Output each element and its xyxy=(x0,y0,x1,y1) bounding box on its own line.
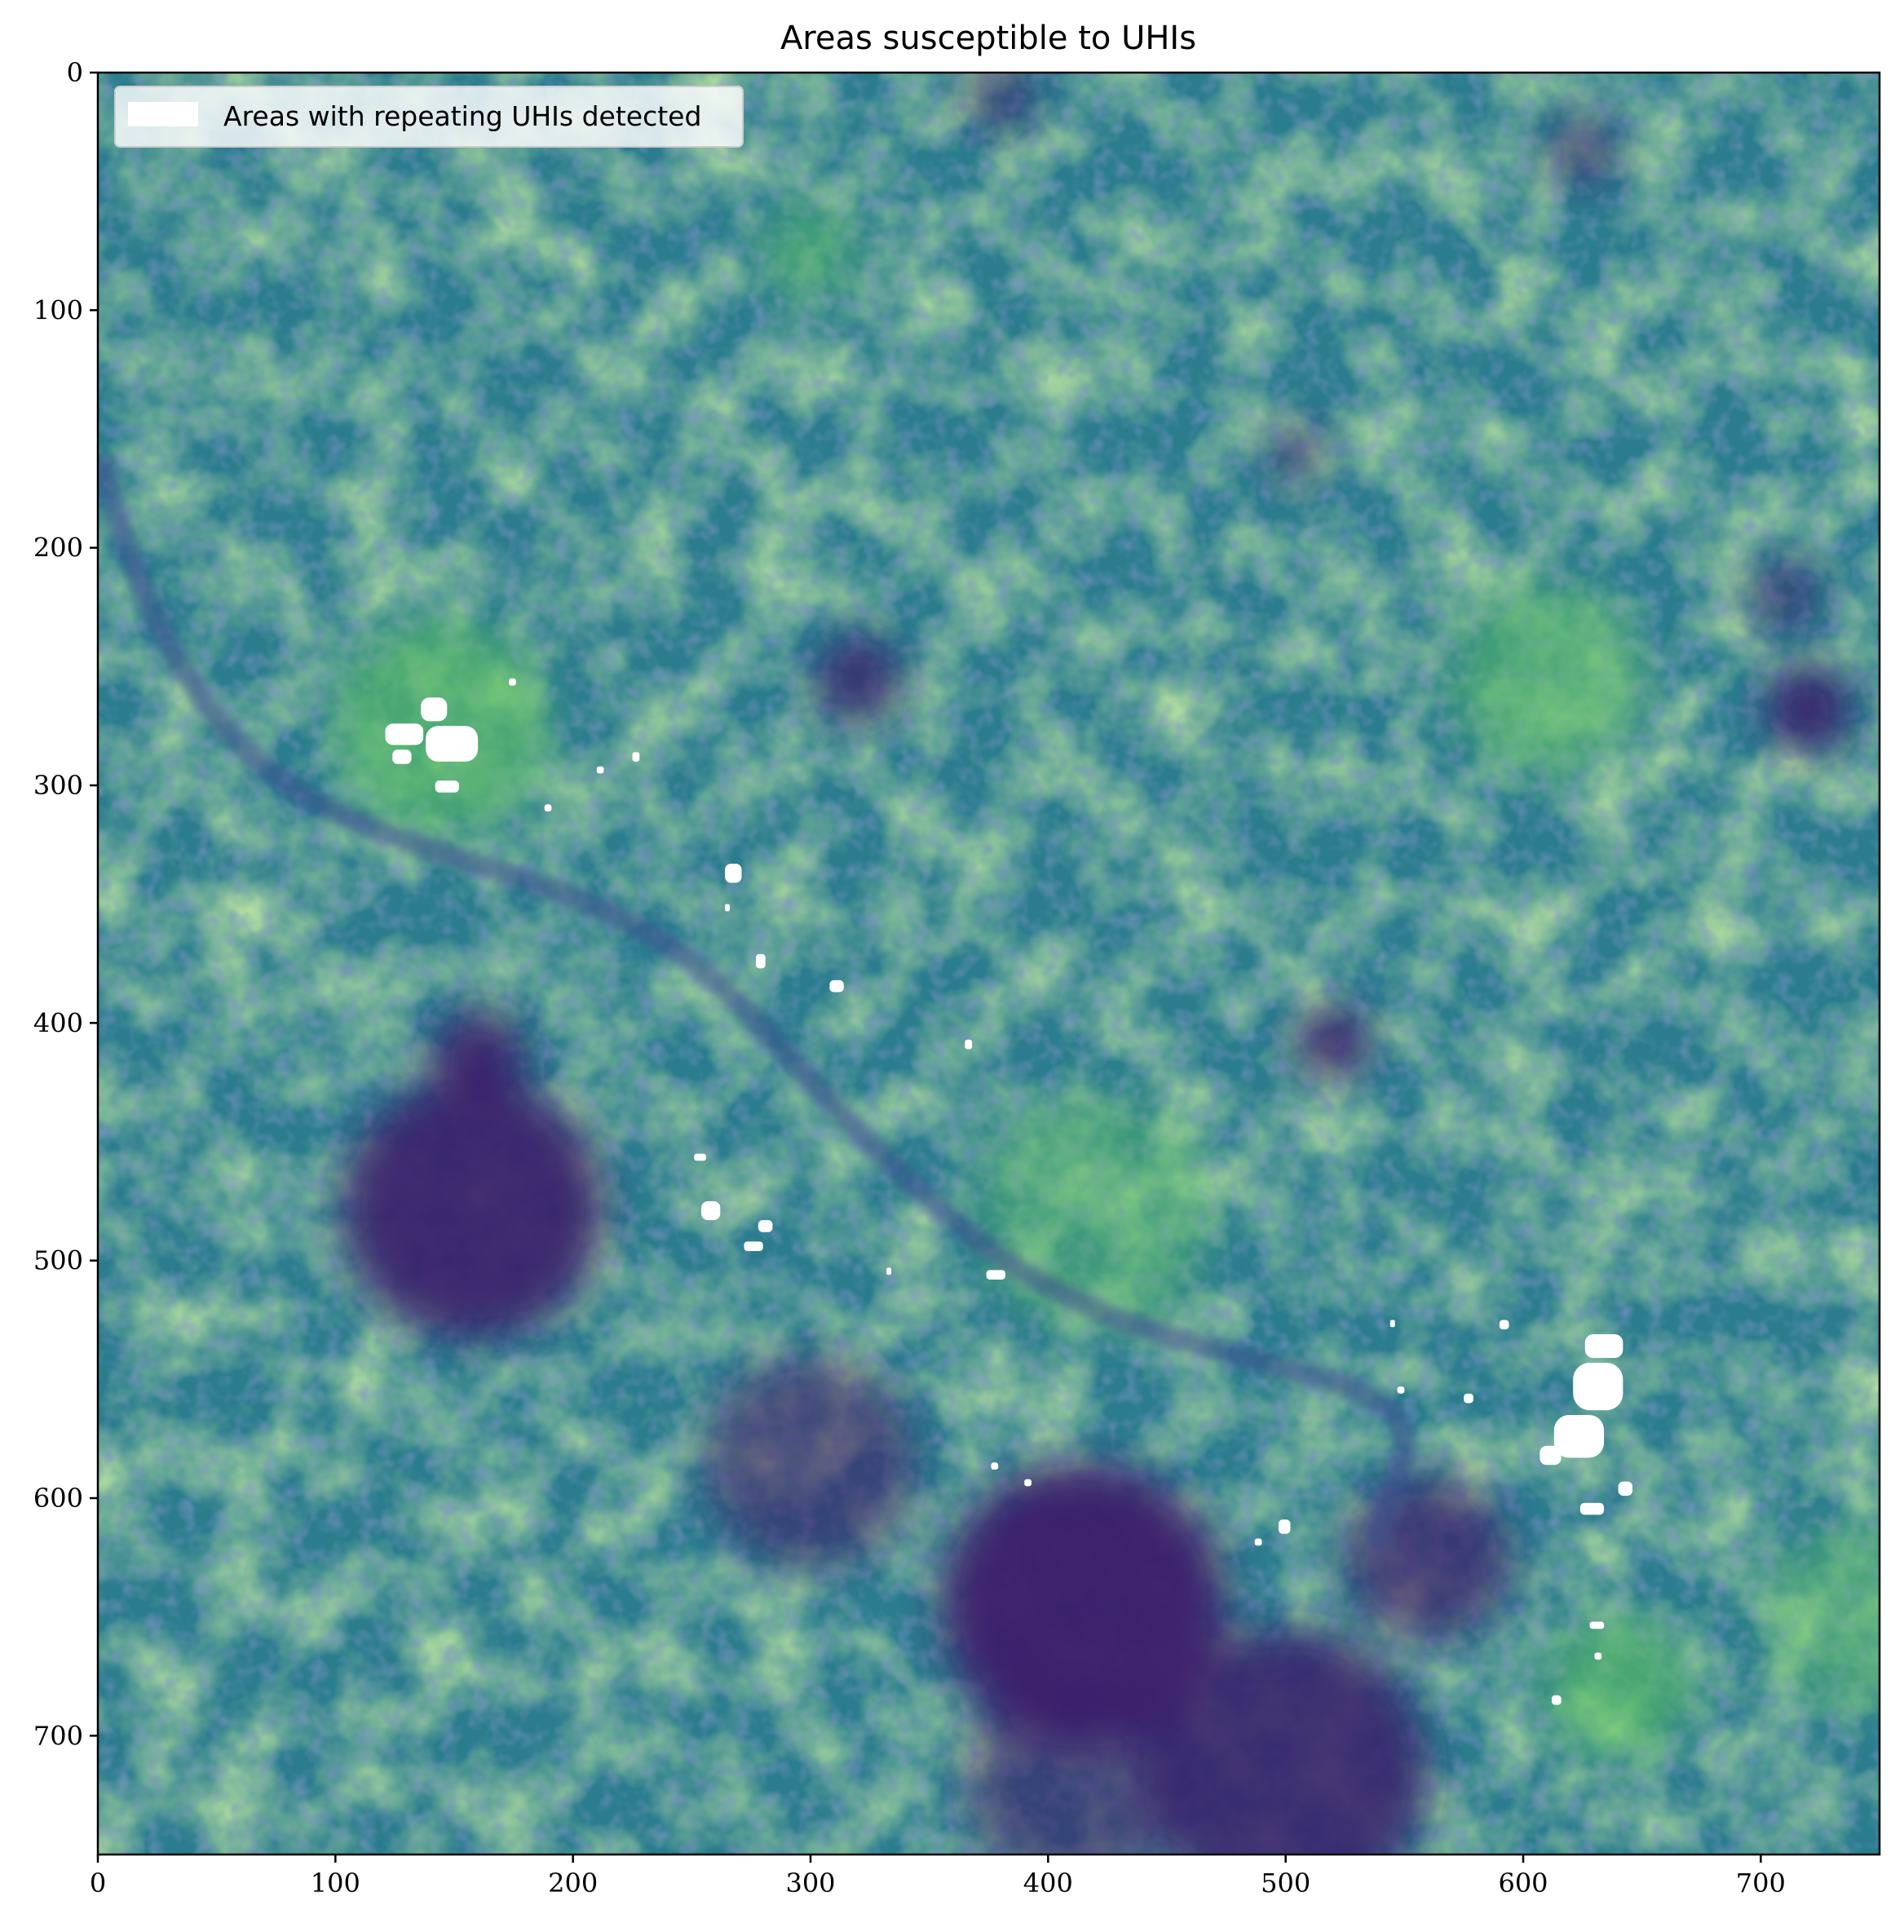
dark-region-12 xyxy=(1748,559,1821,631)
uhi-area-35 xyxy=(1594,1652,1602,1660)
y-tick-label-6: 600 xyxy=(33,1483,83,1514)
y-tick-label-1: 100 xyxy=(33,294,83,325)
uhi-area-6 xyxy=(632,752,640,762)
bright-region-5 xyxy=(1760,1522,1880,1713)
uhi-area-10 xyxy=(725,904,730,912)
y-tick-label-4: 400 xyxy=(33,1007,83,1038)
uhi-area-5 xyxy=(509,678,516,686)
x-axis: 0 100 200 300 400 500 600 700 xyxy=(90,1855,1786,1899)
uhi-area-9 xyxy=(725,864,742,883)
uhi-area-8 xyxy=(544,804,552,812)
uhi-area-20 xyxy=(1389,1320,1395,1328)
legend-label: Areas with repeating UHIs detected xyxy=(223,100,701,132)
y-tick-label-0: 0 xyxy=(67,57,83,88)
uhi-area-29 xyxy=(1579,1502,1605,1515)
dark-region-11 xyxy=(965,73,1036,132)
x-tick-label-2: 200 xyxy=(548,1868,598,1899)
y-tick-label-7: 700 xyxy=(33,1720,83,1751)
x-tick-label-3: 300 xyxy=(785,1868,835,1899)
uhi-area-25 xyxy=(1573,1362,1623,1411)
uhi-area-2 xyxy=(426,726,479,762)
uhi-area-33 xyxy=(991,1462,999,1470)
bright-region-4 xyxy=(976,1094,1215,1333)
uhi-area-0 xyxy=(421,697,448,722)
bright-region-2 xyxy=(1547,1616,1690,1760)
dark-region-10 xyxy=(1547,115,1619,187)
y-tick-label-2: 200 xyxy=(33,533,83,564)
x-tick-label-6: 600 xyxy=(1498,1868,1548,1899)
uhi-area-31 xyxy=(1254,1538,1262,1546)
y-tick-label-5: 500 xyxy=(33,1245,83,1276)
uhi-area-22 xyxy=(1397,1386,1405,1394)
dark-region-3 xyxy=(1345,1474,1512,1641)
uhi-area-24 xyxy=(1584,1333,1623,1359)
heatmap-plot-area xyxy=(98,73,1880,1855)
dark-region-2 xyxy=(941,1462,1226,1748)
cool-regions xyxy=(335,203,1880,1760)
dark-region-13 xyxy=(1269,424,1327,482)
uhi-area-27 xyxy=(1540,1445,1562,1466)
chart-title: Areas susceptible to UHIs xyxy=(780,20,1196,57)
uhi-area-14 xyxy=(694,1153,706,1161)
uhi-area-11 xyxy=(755,953,766,969)
bright-region-1 xyxy=(1451,583,1642,774)
x-tick-label-7: 700 xyxy=(1736,1868,1786,1899)
dark-region-9 xyxy=(1765,666,1852,753)
y-axis: 0 100 200 300 400 500 600 700 xyxy=(33,57,98,1751)
uhi-area-21 xyxy=(1499,1320,1509,1330)
uhi-area-26 xyxy=(1553,1415,1605,1458)
legend-box xyxy=(114,86,744,148)
uhi-area-7 xyxy=(596,766,604,774)
y-tick-label-3: 300 xyxy=(33,770,83,801)
uhi-area-1 xyxy=(385,723,424,745)
uhi-area-17 xyxy=(744,1241,763,1252)
uhi-area-28 xyxy=(1618,1481,1633,1497)
x-tick-label-5: 500 xyxy=(1261,1868,1310,1899)
uhi-area-4 xyxy=(435,780,459,793)
river-channel xyxy=(98,454,1416,1551)
dark-region-7 xyxy=(965,1676,1179,1855)
uhi-area-18 xyxy=(986,1270,1005,1280)
uhi-area-34 xyxy=(1589,1621,1605,1629)
uhi-area-12 xyxy=(829,979,844,993)
x-tick-label-4: 400 xyxy=(1023,1868,1073,1899)
dark-region-0 xyxy=(342,1077,604,1339)
uhi-area-30 xyxy=(1278,1519,1291,1534)
uhi-area-15 xyxy=(700,1200,721,1221)
dark-region-6 xyxy=(815,635,901,722)
legend: Areas with repeating UHIs detected xyxy=(114,86,744,148)
legend-swatch xyxy=(128,102,198,126)
dark-region-4 xyxy=(1142,1629,1429,1855)
uhi-area-16 xyxy=(758,1220,773,1232)
uhi-area-23 xyxy=(1464,1393,1473,1404)
uhi-area-32 xyxy=(1024,1479,1032,1487)
dark-region-1 xyxy=(430,1010,526,1107)
uhi-area-19 xyxy=(886,1267,892,1275)
bright-region-3 xyxy=(762,203,859,298)
dark-region-8 xyxy=(1297,1006,1369,1078)
bright-region-0 xyxy=(335,619,550,833)
x-tick-label-0: 0 xyxy=(90,1868,106,1899)
plot-frame xyxy=(96,71,1881,1856)
uhi-areas xyxy=(385,678,1633,1705)
dark-region-5 xyxy=(703,1355,918,1570)
uhi-area-13 xyxy=(965,1039,973,1050)
uhi-area-3 xyxy=(392,749,412,764)
x-tick-label-1: 100 xyxy=(311,1868,360,1899)
uhi-area-36 xyxy=(1551,1695,1562,1705)
